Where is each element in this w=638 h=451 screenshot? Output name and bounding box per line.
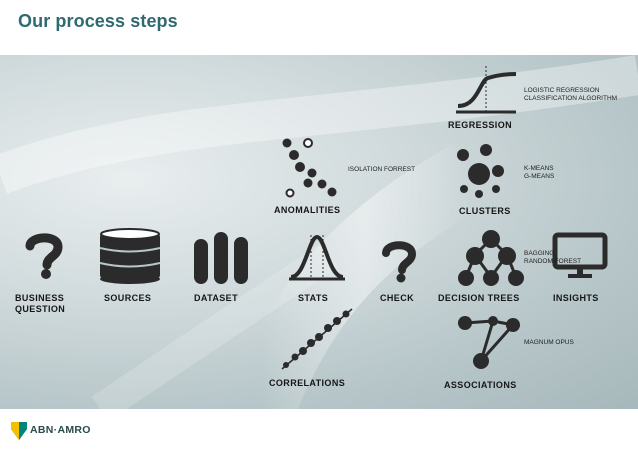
anomalities-note-1: ISOLATION FORREST xyxy=(348,166,416,173)
step-associations: ASSOCIATIONS xyxy=(444,380,517,390)
step-check: CHECK xyxy=(380,293,415,303)
decision-trees-note-2: RANDOM FOREST xyxy=(524,258,582,265)
step-sources: SOURCES xyxy=(104,293,152,303)
anomaly-dots-icon xyxy=(282,138,337,198)
step-clusters: CLUSTERS xyxy=(459,206,511,216)
clusters-notes: K-MEANS G-MEANS xyxy=(524,165,554,181)
correlation-line-icon xyxy=(281,308,353,370)
decision-trees-notes: BAGGING RANDOM FOREST xyxy=(524,250,581,266)
step-insights: INSIGHTS xyxy=(553,293,599,303)
clusters-note-1: K-MEANS xyxy=(524,165,554,172)
step-correlations: CORRELATIONS xyxy=(269,378,346,388)
anomalities-notes: ISOLATION FORREST xyxy=(348,166,415,174)
business-question-line2: QUESTION xyxy=(15,304,66,314)
abn-amro-shield-icon xyxy=(11,422,27,440)
associations-note-1: MAGNUM OPUS xyxy=(524,339,574,346)
dataset-columns-icon xyxy=(194,232,248,284)
clusters-note-2: G-MEANS xyxy=(524,173,555,180)
slide-title: Our process steps xyxy=(18,11,178,31)
sigmoid-curve-icon xyxy=(456,66,517,114)
step-stats: STATS xyxy=(298,293,329,303)
regression-notes: LOGISTIC REGRESSION CLASSIFICATION ALGOR… xyxy=(524,87,617,103)
step-business-question: BUSINESS QUESTION xyxy=(15,293,65,315)
regression-note-1: LOGISTIC REGRESSION xyxy=(524,87,600,94)
associations-graph-icon xyxy=(458,316,520,369)
step-regression: REGRESSION xyxy=(448,120,513,130)
decision-tree-icon xyxy=(458,230,524,286)
clusters-icon xyxy=(457,144,504,198)
regression-note-2: CLASSIFICATION ALGORITHM xyxy=(524,95,618,102)
bell-curve-icon xyxy=(289,234,345,281)
database-icon xyxy=(99,228,161,284)
check-question-icon xyxy=(382,241,417,283)
monitor-icon xyxy=(552,232,608,278)
question-mark-icon xyxy=(25,233,63,279)
step-anomalities: ANOMALITIES xyxy=(274,205,341,215)
business-question-line1: BUSINESS xyxy=(15,293,65,303)
process-panel: BUSINESS QUESTION SOURCES DATASET STATS … xyxy=(0,55,638,409)
associations-notes: MAGNUM OPUS xyxy=(524,339,574,347)
brand-name: ABN·AMRO xyxy=(30,424,91,436)
decision-trees-note-1: BAGGING xyxy=(524,250,555,257)
step-dataset: DATASET xyxy=(194,293,238,303)
step-decision-trees: DECISION TREES xyxy=(438,293,520,303)
